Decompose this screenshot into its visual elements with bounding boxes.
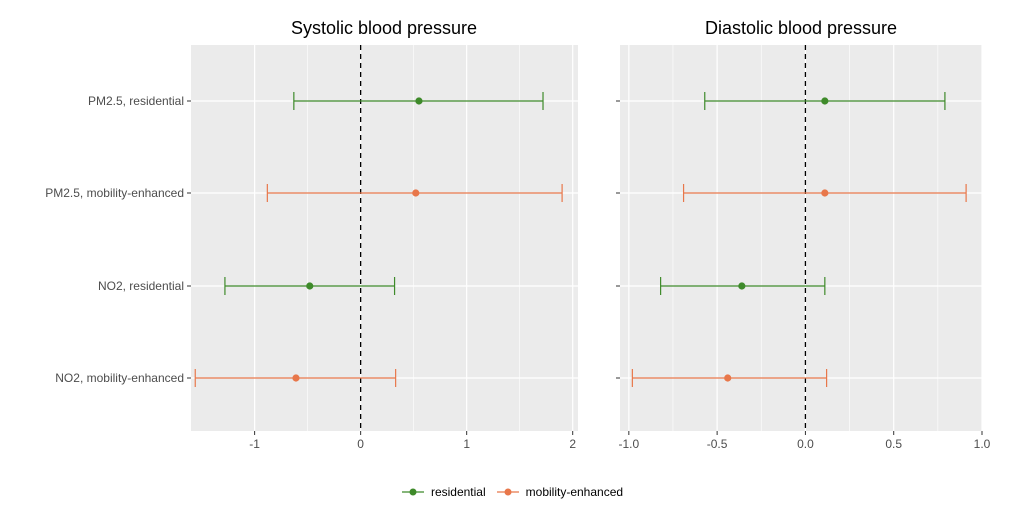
point-estimate xyxy=(821,189,829,197)
panel-background xyxy=(191,45,578,431)
legend-label-residential: residential xyxy=(430,485,486,499)
point-estimate xyxy=(292,374,300,382)
x-tick-label: -0.5 xyxy=(707,437,728,451)
x-tick-label: -1.0 xyxy=(618,437,639,451)
point-estimate xyxy=(738,282,746,290)
point-estimate xyxy=(412,189,420,197)
legend-key-residential xyxy=(401,488,424,496)
legend-label-mobility-enhanced: mobility-enhanced xyxy=(525,485,624,499)
panel-title: Systolic blood pressure xyxy=(291,18,477,38)
x-tick-label: -1 xyxy=(249,437,260,451)
legend-dot-mobility-enhanced xyxy=(504,488,512,496)
point-estimate xyxy=(724,374,732,382)
legend-item-mobility-enhanced: mobility-enhanced xyxy=(496,485,623,499)
legend-item-residential: residential xyxy=(401,485,486,499)
point-estimate xyxy=(306,282,314,290)
x-tick-label: 1 xyxy=(463,437,470,451)
x-tick-label: 0 xyxy=(357,437,364,451)
y-category-label: PM2.5, mobility-enhanced xyxy=(45,186,184,200)
y-category-label: NO2, residential xyxy=(98,279,184,293)
point-estimate xyxy=(821,97,829,105)
legend-key-mobility-enhanced xyxy=(496,488,519,496)
point-estimate xyxy=(415,97,423,105)
x-tick-label: 0.0 xyxy=(797,437,814,451)
legend-dot-residential xyxy=(409,488,417,496)
panel-title: Diastolic blood pressure xyxy=(705,18,897,38)
panel-background xyxy=(620,45,982,431)
x-tick-label: 1.0 xyxy=(974,437,991,451)
forest-plot: -1 0 1 2 Systolic blood pressure PM2.5, resid… xyxy=(45,18,991,451)
x-tick-label: 0.5 xyxy=(885,437,902,451)
y-category-label: NO2, mobility-enhanced xyxy=(55,371,184,385)
x-tick-label: 2 xyxy=(569,437,576,451)
legend: residential mobility-enhanced xyxy=(0,478,1024,506)
y-category-label: PM2.5, residential xyxy=(88,94,184,108)
